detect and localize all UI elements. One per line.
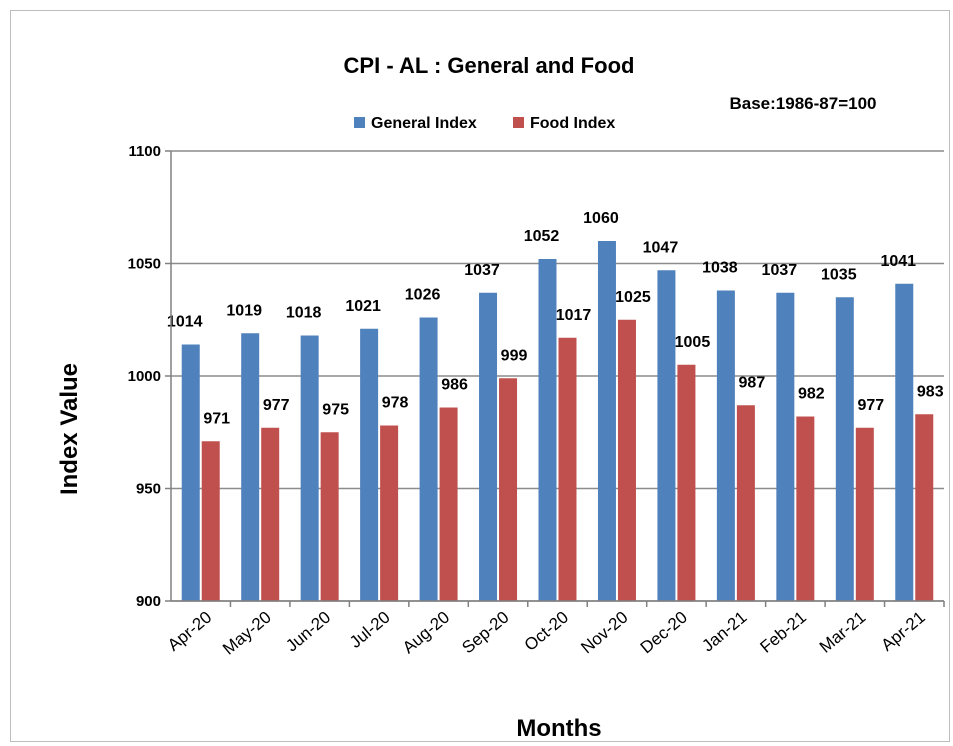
- data-label-food: 982: [798, 386, 825, 403]
- bar-food-index: [261, 427, 280, 601]
- x-tick-label: Aug-20: [399, 608, 453, 658]
- x-tick-label: Apr-20: [164, 608, 215, 655]
- bar-general-index: [538, 259, 557, 601]
- x-tick-label: Dec-20: [637, 608, 691, 658]
- y-tick-label: 1100: [128, 143, 161, 160]
- x-tick-label: Mar-21: [816, 608, 869, 657]
- x-tick-label: Jul-20: [346, 608, 394, 652]
- x-tick-label: Oct-20: [521, 608, 572, 655]
- bar-food-index: [439, 407, 458, 601]
- x-axis-ticks: Apr-20 May-20 Jun-20 Jul-20 Aug-20 Sep-20 Oct-…: [164, 601, 945, 659]
- data-label-food: 978: [382, 395, 409, 412]
- data-label-food: 975: [322, 401, 349, 418]
- bar-general-index: [300, 335, 319, 601]
- data-label-general: 1060: [583, 210, 619, 227]
- y-tick-label: 1050: [128, 256, 161, 273]
- data-label-food: 986: [441, 377, 468, 394]
- y-tick-label: 1000: [128, 368, 161, 385]
- bar-general-index: [419, 317, 438, 601]
- data-label-food: 999: [501, 347, 528, 364]
- bar-general-index: [776, 292, 795, 601]
- y-tick-label: 950: [136, 481, 161, 498]
- data-label-general: 1037: [762, 262, 798, 279]
- y-axis-title: Index Value: [56, 363, 83, 495]
- x-tick-label: May-20: [219, 608, 275, 659]
- data-label-general: 1014: [167, 314, 203, 331]
- data-label-general: 1026: [405, 287, 441, 304]
- bar-general-index: [716, 290, 735, 601]
- data-label-food: 977: [857, 397, 884, 414]
- bar-food-index: [915, 414, 934, 601]
- gridlines: [171, 150, 944, 602]
- bar-general-index: [360, 328, 379, 601]
- data-label-general: 1052: [524, 228, 560, 245]
- bar-food-index: [499, 378, 518, 601]
- legend-swatch-food: [513, 117, 524, 128]
- bar-food-index: [796, 416, 815, 601]
- data-label-general: 1041: [880, 253, 916, 270]
- bar-food-index: [380, 425, 399, 601]
- bar-food-index: [736, 405, 755, 601]
- chart-svg: CPI - AL : General and Food Base:1986-87…: [56, 53, 945, 742]
- legend: General Index Food Index: [354, 115, 615, 132]
- data-label-general: 1038: [702, 260, 738, 277]
- data-label-general: 1047: [643, 239, 679, 256]
- data-label-food: 1005: [675, 334, 711, 351]
- x-tick-label: Feb-21: [756, 608, 809, 657]
- bar-general-index: [597, 241, 616, 601]
- bar-general-index: [479, 292, 498, 601]
- x-tick-label: Apr-21: [878, 608, 929, 655]
- bar-food-index: [855, 427, 874, 601]
- x-tick-label: Jan-21: [698, 608, 750, 656]
- data-label-general: 1037: [464, 262, 500, 279]
- bar-food-index: [320, 432, 339, 601]
- x-axis-title: Months: [516, 715, 601, 741]
- data-label-food: 1017: [556, 307, 592, 324]
- base-note: Base:1986-87=100: [730, 94, 877, 113]
- data-label-general: 1018: [286, 305, 322, 322]
- legend-swatch-general: [354, 117, 365, 128]
- bars: [181, 241, 934, 601]
- x-tick-label: Nov-20: [577, 608, 631, 658]
- bar-food-index: [201, 441, 220, 601]
- data-label-general: 1035: [821, 266, 857, 283]
- bar-general-index: [657, 270, 676, 601]
- data-label-general: 1019: [226, 302, 262, 319]
- data-label-food: 1025: [615, 289, 651, 306]
- legend-label-general: General Index: [371, 115, 477, 132]
- bar-general-index: [241, 333, 260, 601]
- bar-food-index: [558, 337, 577, 601]
- data-label-food: 977: [263, 397, 290, 414]
- x-tick-label: Sep-20: [458, 608, 512, 658]
- chart-title: CPI - AL : General and Food: [344, 53, 635, 78]
- data-label-food: 987: [739, 374, 766, 391]
- y-tick-label: 900: [136, 593, 161, 610]
- legend-label-food: Food Index: [530, 115, 615, 132]
- bar-food-index: [617, 319, 636, 601]
- bar-general-index: [895, 283, 914, 601]
- bar-general-index: [835, 297, 854, 601]
- x-tick-label: Jun-20: [282, 608, 334, 656]
- data-label-general: 1021: [345, 298, 381, 315]
- data-label-food: 983: [917, 383, 944, 400]
- data-labels: 1014 971 1019 977 1018 975 1021 978 1026 986 1037 9…: [167, 210, 944, 427]
- bar-general-index: [181, 344, 200, 601]
- y-axis-ticks: 1100 1050 1000 950 900: [128, 143, 171, 610]
- chart-frame: CPI - AL : General and Food Base:1986-87…: [10, 10, 950, 742]
- bar-food-index: [677, 364, 696, 601]
- data-label-food: 971: [203, 410, 230, 427]
